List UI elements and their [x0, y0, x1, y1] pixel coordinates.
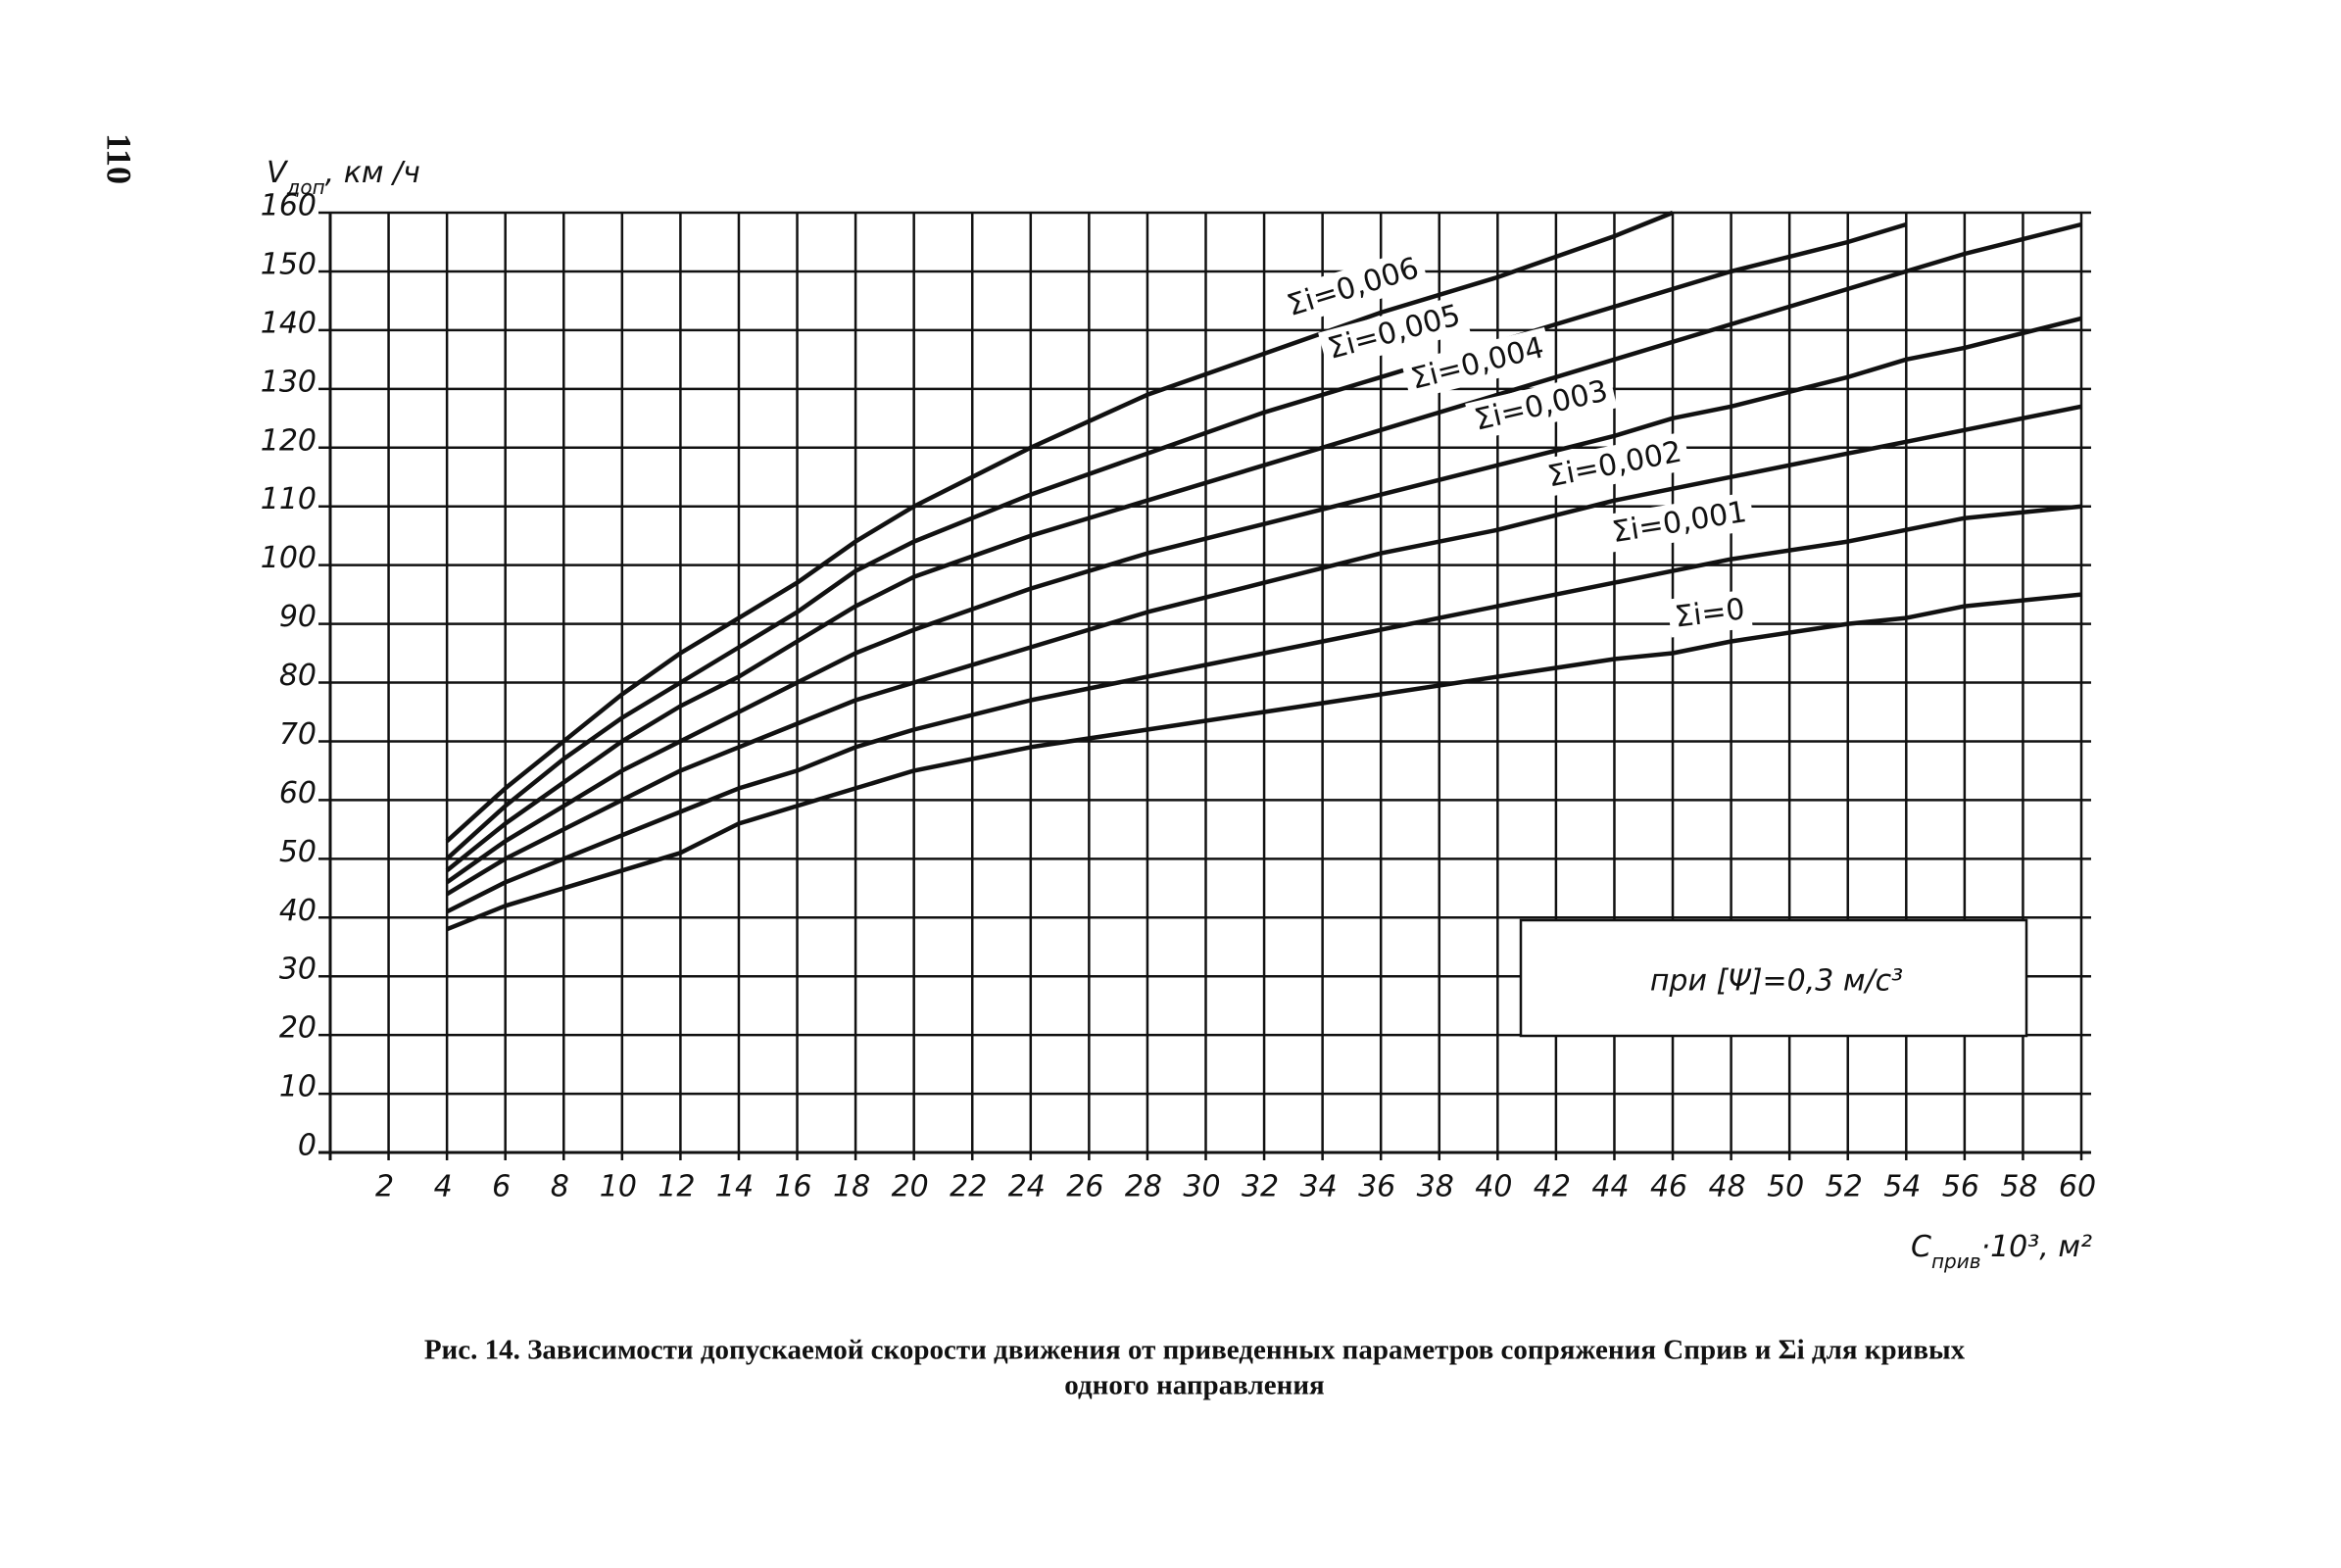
x-tick-label: 58 [2000, 1170, 2037, 1204]
x-tick-label: 60 [2059, 1170, 2096, 1204]
curve [445, 316, 2082, 885]
x-tick-label: 44 [1591, 1170, 1629, 1204]
curve [445, 210, 1674, 843]
x-tick-label: 36 [1358, 1170, 1395, 1204]
x-tick-label: 18 [833, 1170, 870, 1204]
x-tick-label: 42 [1534, 1170, 1571, 1204]
curve [446, 504, 2082, 914]
y-tick-label: 30 [279, 953, 317, 987]
y-tick-label: 0 [298, 1129, 317, 1163]
x-tick-label: 40 [1475, 1170, 1512, 1204]
annotation-box [1519, 918, 2028, 1038]
axis-label: Cприв·10³, м² [1911, 1230, 2092, 1273]
curve-label: Σi=0 [1673, 592, 1746, 634]
x-tick-label: 56 [1942, 1170, 1979, 1204]
x-tick-label: 38 [1417, 1170, 1454, 1204]
y-tick-label: 140 [261, 306, 317, 340]
y-tick-label: 130 [261, 365, 317, 399]
x-tick-label: 20 [892, 1170, 929, 1204]
page-number: 110 [100, 133, 139, 184]
label-main: V [267, 156, 289, 190]
x-tick-label: 48 [1709, 1170, 1746, 1204]
label-sub: прив [1931, 1250, 1981, 1273]
x-tick-label: 10 [600, 1170, 637, 1204]
label-sub: доп [286, 175, 325, 199]
curve-label-bg [1603, 491, 1756, 554]
x-tick-label: 12 [658, 1170, 695, 1204]
label-main: C [1911, 1230, 1931, 1264]
curve-label-bg [1465, 370, 1618, 441]
x-tick-label: 32 [1242, 1170, 1279, 1204]
annotation: при [Ψ]=0,3 м/с³ [1650, 964, 1903, 999]
y-tick-label: 160 [261, 189, 317, 223]
x-tick-label: 46 [1650, 1170, 1687, 1204]
y-tick-label: 10 [279, 1070, 317, 1104]
label-rest: ·10³, м² [1981, 1230, 2092, 1264]
y-tick-label: 110 [261, 482, 317, 516]
y-tick-label: 120 [261, 423, 317, 458]
curve [445, 221, 1907, 860]
curve-label-group: Σi=0 [1667, 589, 1753, 638]
x-tick-label: 14 [716, 1170, 754, 1204]
x-tick-label: 30 [1183, 1170, 1220, 1204]
x-tick-label: 52 [1826, 1170, 1863, 1204]
curve [445, 404, 2082, 897]
curve [445, 221, 2082, 873]
x-tick-label: 24 [1008, 1170, 1046, 1204]
y-tick-label: 100 [261, 541, 317, 575]
curve [446, 592, 2082, 932]
y-tick-label: 90 [279, 600, 317, 634]
y-tick-label: 150 [261, 247, 317, 281]
curve-label-bg [1277, 247, 1430, 327]
y-tick-label: 80 [279, 659, 317, 693]
x-tick-label: 50 [1767, 1170, 1804, 1204]
x-tick-label: 34 [1300, 1170, 1338, 1204]
x-tick-label: 8 [551, 1170, 569, 1204]
curve-label-bg [1318, 294, 1471, 370]
y-tick-label: 60 [279, 776, 317, 810]
caption-line: одного направления [1064, 1370, 1324, 1401]
x-tick-label: 4 [434, 1170, 453, 1204]
x-tick-label: 6 [492, 1170, 511, 1204]
x-tick-label: 28 [1125, 1170, 1162, 1204]
x-tick-label: 26 [1066, 1170, 1103, 1204]
x-tick-label: 54 [1883, 1170, 1921, 1204]
x-tick-label: 16 [774, 1170, 811, 1204]
curve-label-group: Σi=0,001 [1603, 491, 1756, 554]
y-tick-label: 20 [279, 1011, 317, 1046]
curve-label-bg [1667, 589, 1753, 638]
caption-line: Рис. 14. Зависимости допускаемой скорост… [424, 1335, 1966, 1366]
curve-label-bg [1401, 326, 1554, 401]
label-rest: , км /ч [325, 156, 420, 190]
x-tick-label: 22 [950, 1170, 987, 1204]
y-tick-label: 50 [279, 835, 317, 869]
axis-label: Vдоп, км /ч [267, 156, 420, 199]
curve-label-bg [1538, 431, 1691, 498]
y-tick-label: 70 [279, 717, 317, 752]
x-tick-label: 2 [375, 1170, 394, 1204]
y-tick-label: 40 [279, 894, 317, 928]
